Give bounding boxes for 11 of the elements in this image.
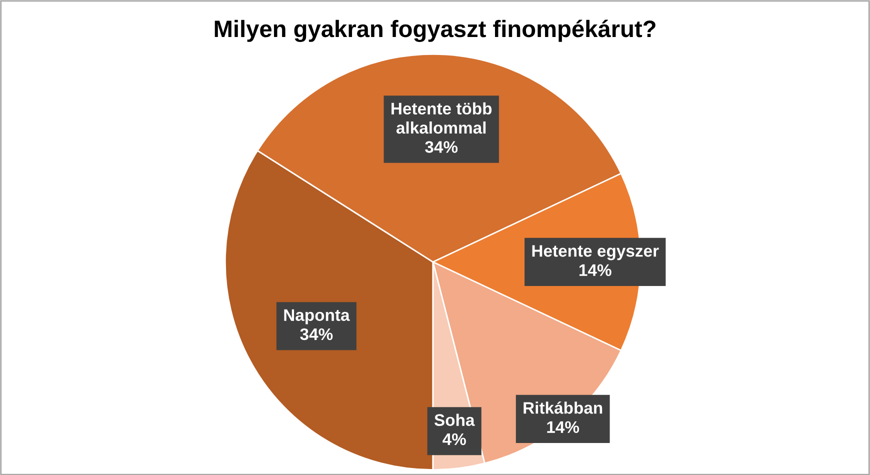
data-label: 14%	[547, 421, 580, 433]
chart-title: Milyen gyakran fogyaszt finompékárut?	[214, 20, 656, 42]
slice-label: Naponta	[284, 309, 350, 324]
slice-label: Ritkábban	[524, 401, 602, 414]
slice-label: Soha	[434, 414, 475, 426]
data-label: 34%	[300, 328, 333, 340]
data-label: 34%	[425, 141, 458, 153]
data-label: 4%	[442, 433, 466, 446]
data-label: 14%	[579, 264, 612, 276]
slice-label: Hetente több alkalommal	[392, 102, 492, 134]
slice-label: Hetente egyszer	[532, 245, 659, 260]
